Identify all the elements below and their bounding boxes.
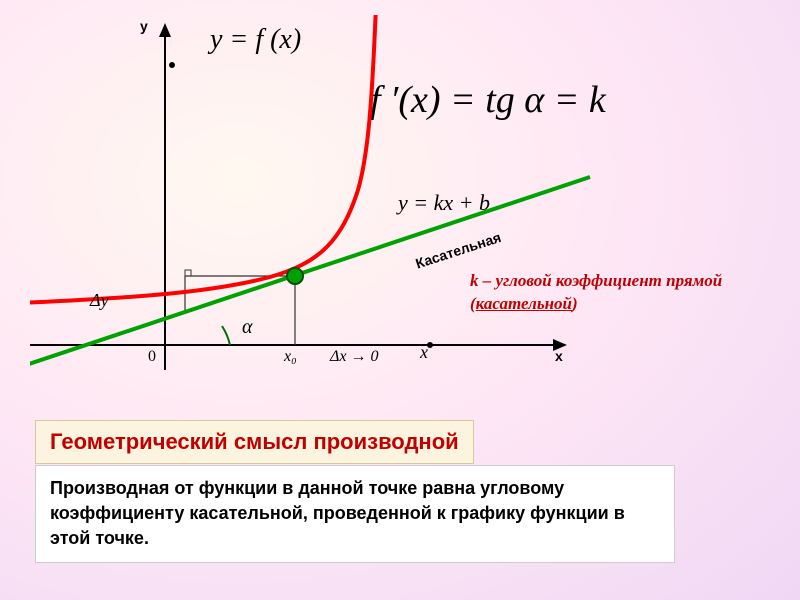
k-coefficient-note: k – угловой коэффициент прямой (касатель…: [470, 270, 730, 316]
k-note-k: k: [470, 271, 479, 290]
page-title: Геометрический смысл производной: [50, 429, 459, 454]
k-note-close: ): [572, 294, 578, 313]
y-axis-label: y: [140, 18, 148, 34]
angle-arc: [222, 326, 230, 345]
title-box: Геометрический смысл производной: [35, 420, 474, 464]
k-note-underline: касательной: [476, 294, 572, 313]
dx-limit-label: Δx → 0: [330, 348, 379, 366]
function-curve: [30, 15, 376, 303]
alpha-label: α: [242, 316, 253, 339]
dot-top: [169, 62, 175, 68]
right-angle-marker: [185, 270, 191, 276]
tangent-point: [287, 268, 303, 284]
x-point-label: x: [420, 342, 428, 363]
x-axis-label: x: [555, 348, 563, 364]
description-text: Производная от функции в данной точке ра…: [50, 478, 625, 548]
description-box: Производная от функции в данной точке ра…: [35, 465, 675, 563]
origin-label: 0: [148, 348, 156, 366]
x0-label: x₀: [284, 348, 297, 366]
dy-label: Δy: [90, 290, 109, 311]
derivative-chart: [30, 15, 770, 375]
